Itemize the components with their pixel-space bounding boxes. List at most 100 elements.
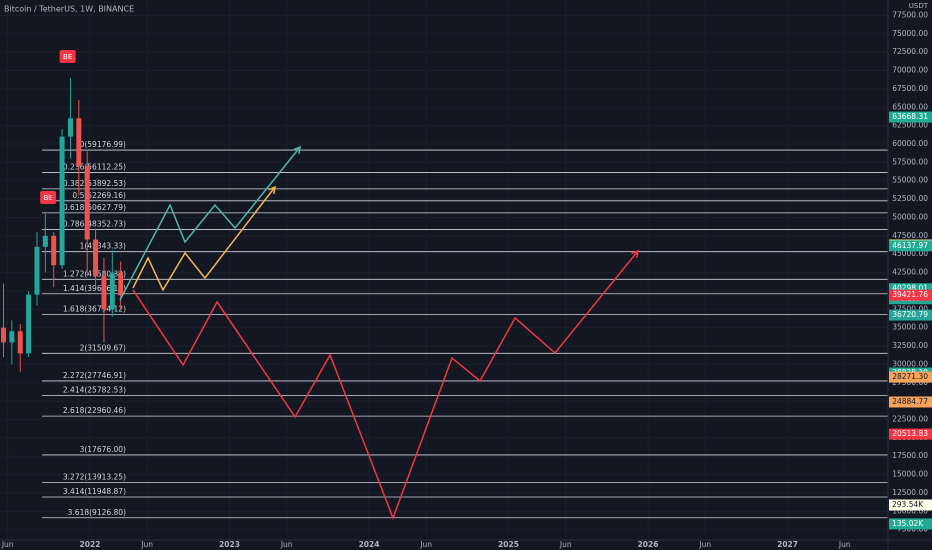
candle-body — [0, 327, 6, 343]
fib-label: 3.618(9126.80) — [68, 508, 126, 517]
projection-path — [132, 186, 276, 292]
candle-body — [26, 294, 32, 354]
fib-label: 0(59176.99) — [80, 140, 126, 149]
candle-body — [34, 246, 40, 295]
fib-label: 3(17676.00) — [80, 445, 126, 454]
candle-body — [59, 136, 65, 266]
price-tag-label: 46137.97 — [892, 241, 928, 250]
price-tag-label: 24884.77 — [892, 397, 928, 406]
fib-label: 0.236(56112.25) — [63, 163, 126, 172]
x-tick-label: Jun — [280, 540, 293, 549]
fib-label: 0.618(50627.79) — [63, 203, 126, 212]
arrow-head — [631, 249, 639, 258]
price-tag — [889, 428, 932, 440]
fib-label: 0.786(48352.73) — [63, 220, 126, 229]
y-tick-label: 77500.00 — [892, 10, 928, 19]
fib-label: 2.414(25782.53) — [63, 385, 126, 394]
arrow-head — [293, 145, 302, 155]
price-tag — [889, 111, 932, 123]
y-tick-label: 12500.00 — [892, 488, 928, 497]
price-tag-label: 40298.01 — [892, 284, 928, 293]
y-tick-label: 67500.00 — [892, 84, 928, 93]
y-tick-label: 72500.00 — [892, 47, 928, 56]
volume-tag — [889, 499, 932, 511]
price-tag-label: 39421.76 — [892, 290, 928, 299]
candle-body — [51, 235, 57, 266]
annotation-box — [59, 50, 76, 64]
y-tick-label: 30000.00 — [892, 359, 928, 368]
y-tick-label: 45000.00 — [892, 249, 928, 258]
y-tick-label: 65000.00 — [892, 102, 928, 111]
price-tag — [889, 289, 932, 301]
volume-tag — [889, 518, 932, 530]
fib-label: 0.5(52269.16) — [72, 191, 126, 200]
y-tick-label: 42500.00 — [892, 268, 928, 277]
y-tick-label: 10000.00 — [892, 506, 928, 515]
price-tag-label: 36720.79 — [892, 310, 928, 319]
fib-label: 3.272(13913.25) — [63, 473, 126, 482]
candle-body — [42, 235, 48, 247]
fib-label: 2.618(22960.46) — [63, 406, 126, 415]
price-tag-label: 20513.83 — [892, 429, 928, 438]
x-tick-label: 2026 — [638, 540, 659, 549]
y-tick-label: 50000.00 — [892, 212, 928, 221]
y-tick-label: 15000.00 — [892, 470, 928, 479]
fib-label: 3.414(11948.87) — [63, 487, 126, 496]
fib-label: 2(31509.67) — [80, 343, 126, 352]
annotation-label: BE — [44, 194, 53, 202]
arrow-head — [268, 185, 276, 195]
fib-label: 1.618(36794.12) — [63, 304, 126, 313]
y-tick-label: 52500.00 — [892, 194, 928, 203]
x-tick-label: 2025 — [498, 540, 519, 549]
candle-body — [67, 118, 73, 137]
x-tick-label: 2023 — [219, 540, 240, 549]
y-tick-label: 37500.00 — [892, 304, 928, 313]
price-tag — [889, 396, 932, 408]
y-tick-label: 57500.00 — [892, 157, 928, 166]
price-tag — [889, 240, 932, 252]
candle-body — [118, 272, 124, 296]
price-tag-label: 63668.31 — [892, 112, 928, 121]
x-tick-label: Jun — [140, 540, 153, 549]
volume-tag-label: 135.02K — [892, 519, 924, 528]
projection-path — [119, 146, 301, 301]
y-tick-label: 70000.00 — [892, 66, 928, 75]
x-tick-label: Jun — [698, 540, 711, 549]
fib-label: 1(45343.33) — [80, 242, 126, 251]
candle-body — [76, 118, 82, 167]
x-tick-label: Jun — [419, 540, 432, 549]
candle-body — [93, 239, 99, 277]
x-tick-label: Jun — [1, 540, 14, 549]
annotation-label: BE — [63, 53, 72, 61]
volume-tag-label: 293.54K — [892, 500, 924, 509]
candle-body — [101, 276, 107, 310]
x-tick-label: 2022 — [80, 540, 101, 549]
x-tick-label: 2024 — [359, 540, 380, 549]
y-tick-label: 47500.00 — [892, 231, 928, 240]
fib-label: 0.382(53892.53) — [63, 179, 126, 188]
y-tick-label: 35000.00 — [892, 323, 928, 332]
fib-label: 2.272(27746.91) — [63, 371, 126, 380]
y-tick-label: 17500.00 — [892, 451, 928, 460]
y-tick-label: 75000.00 — [892, 29, 928, 38]
candle-body — [84, 166, 90, 240]
fib-label: 1.414(39616.15) — [63, 284, 126, 293]
x-tick-label: Jun — [559, 540, 572, 549]
price-tag-label: 28271.30 — [892, 372, 928, 381]
x-tick-label: Jun — [838, 540, 851, 549]
projection-path — [132, 250, 639, 521]
x-tick-label: 2027 — [777, 540, 798, 549]
y-tick-label: 62500.00 — [892, 121, 928, 130]
chart-title: Bitcoin / TetherUS, 1W, BINANCE — [4, 5, 134, 14]
candle-body — [9, 331, 15, 343]
y-tick-label: 55000.00 — [892, 176, 928, 185]
y-unit: USDT — [909, 2, 929, 10]
annotation-box — [40, 191, 57, 204]
y-tick-label: 22500.00 — [892, 415, 928, 424]
price-tag — [889, 283, 932, 295]
candle-body — [109, 272, 115, 310]
y-tick-label: 60000.00 — [892, 139, 928, 148]
price-tag — [889, 309, 932, 321]
candle-body — [17, 331, 23, 354]
